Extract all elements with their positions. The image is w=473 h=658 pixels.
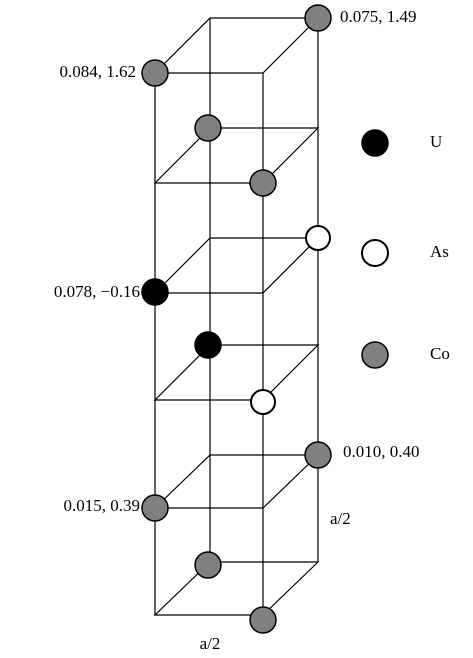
co-atom xyxy=(141,59,169,87)
legend-label: U xyxy=(430,132,442,151)
as-atom xyxy=(305,225,331,251)
legend-marker xyxy=(361,341,389,369)
legend-marker xyxy=(361,239,389,267)
dimension-label: a/2 xyxy=(330,509,351,528)
plane xyxy=(153,454,320,509)
as-atom xyxy=(250,389,276,415)
atom-label: 0.015, 0.39 xyxy=(64,496,141,515)
co-atom xyxy=(304,4,332,32)
co-atom xyxy=(194,551,222,579)
plane xyxy=(153,344,320,401)
co-atom xyxy=(141,494,169,522)
atom-label: 0.075, 1.49 xyxy=(340,7,417,26)
plane xyxy=(153,17,320,74)
dimension-label: a/2 xyxy=(200,634,221,653)
atoms xyxy=(141,4,332,634)
co-atom xyxy=(249,606,277,634)
legend-label: Co xyxy=(430,344,450,363)
atom-label: 0.084, 1.62 xyxy=(60,62,137,81)
co-atom xyxy=(304,441,332,469)
legend-marker xyxy=(361,129,389,157)
atom-label: 0.010, 0.40 xyxy=(343,442,420,461)
plane xyxy=(153,237,320,294)
plane xyxy=(153,561,320,616)
atom-label: 0.078, −0.16 xyxy=(54,282,140,301)
legend-label: As xyxy=(430,242,449,261)
co-atom xyxy=(194,114,222,142)
plane xyxy=(153,127,320,184)
legend: U As Co xyxy=(361,129,450,369)
cell-frame xyxy=(153,17,320,616)
u-atom xyxy=(194,331,222,359)
u-atom xyxy=(141,278,169,306)
co-atom xyxy=(249,169,277,197)
